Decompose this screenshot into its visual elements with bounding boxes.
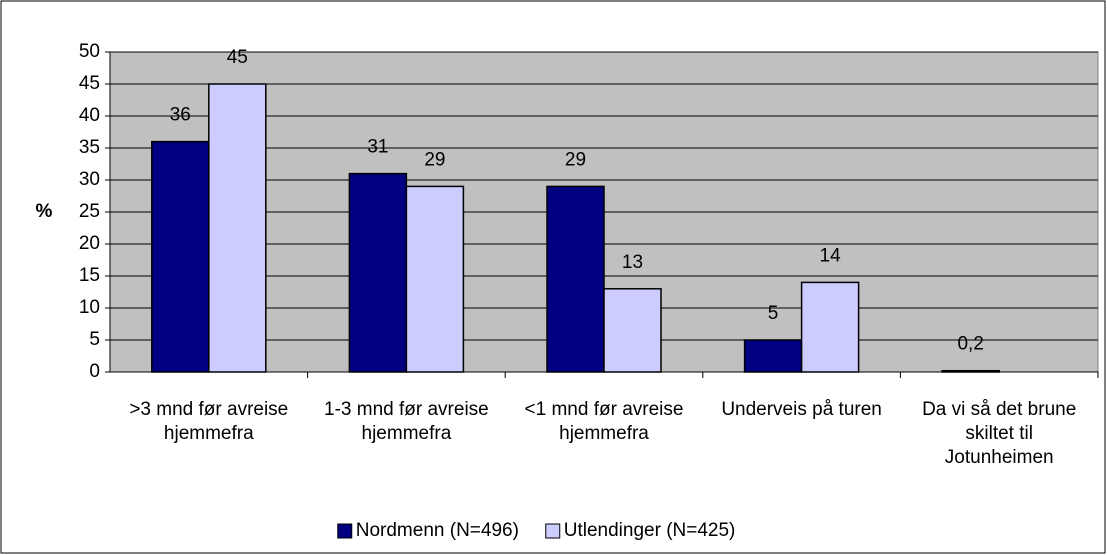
data-label: 36 bbox=[170, 105, 191, 126]
y-tick-label: 10 bbox=[79, 297, 100, 318]
y-tick-label: 25 bbox=[79, 201, 100, 222]
x-tick-label: >3 mnd før avreise hjemmefra bbox=[129, 399, 289, 444]
bar bbox=[546, 185, 605, 373]
y-tick-label: 50 bbox=[79, 41, 100, 62]
legend-label: Nordmenn (N=496) bbox=[356, 520, 519, 541]
data-label: 31 bbox=[367, 137, 388, 158]
bar bbox=[405, 185, 465, 373]
y-axis-label: % bbox=[36, 201, 53, 222]
x-tick-label: Underveis på turen bbox=[721, 399, 882, 420]
data-label: 13 bbox=[622, 252, 643, 273]
data-label: 0,2 bbox=[957, 334, 983, 355]
legend-label: Utlendinger (N=425) bbox=[564, 520, 736, 541]
bar bbox=[603, 288, 662, 373]
y-tick-label: 40 bbox=[79, 105, 100, 126]
x-tick-label: Da vi så det brune skiltet til Jotunheim… bbox=[922, 399, 1077, 468]
bar bbox=[743, 339, 803, 373]
bar bbox=[800, 281, 860, 373]
data-label: 29 bbox=[424, 149, 445, 170]
bar bbox=[941, 369, 1000, 373]
x-tick-label: <1 mnd før avreise hjemmefra bbox=[524, 399, 684, 444]
y-tick-label: 35 bbox=[79, 137, 100, 158]
y-tick-label: 30 bbox=[79, 169, 100, 190]
data-label: 29 bbox=[565, 149, 586, 170]
bar bbox=[348, 172, 408, 373]
legend-swatch bbox=[337, 523, 353, 539]
data-label: 5 bbox=[768, 303, 779, 324]
y-tick-label: 15 bbox=[79, 265, 100, 286]
y-tick-label: 0 bbox=[89, 361, 100, 382]
x-tick-label: 1-3 mnd før avreise hjemmefra bbox=[324, 399, 489, 444]
y-tick-label: 5 bbox=[89, 329, 100, 350]
bar bbox=[151, 140, 210, 373]
legend-swatch bbox=[545, 523, 561, 539]
y-tick-label: 45 bbox=[79, 73, 100, 94]
y-tick-label: 20 bbox=[79, 233, 100, 254]
bar bbox=[208, 83, 267, 373]
data-label: 45 bbox=[227, 47, 248, 68]
data-label: 14 bbox=[820, 245, 842, 266]
